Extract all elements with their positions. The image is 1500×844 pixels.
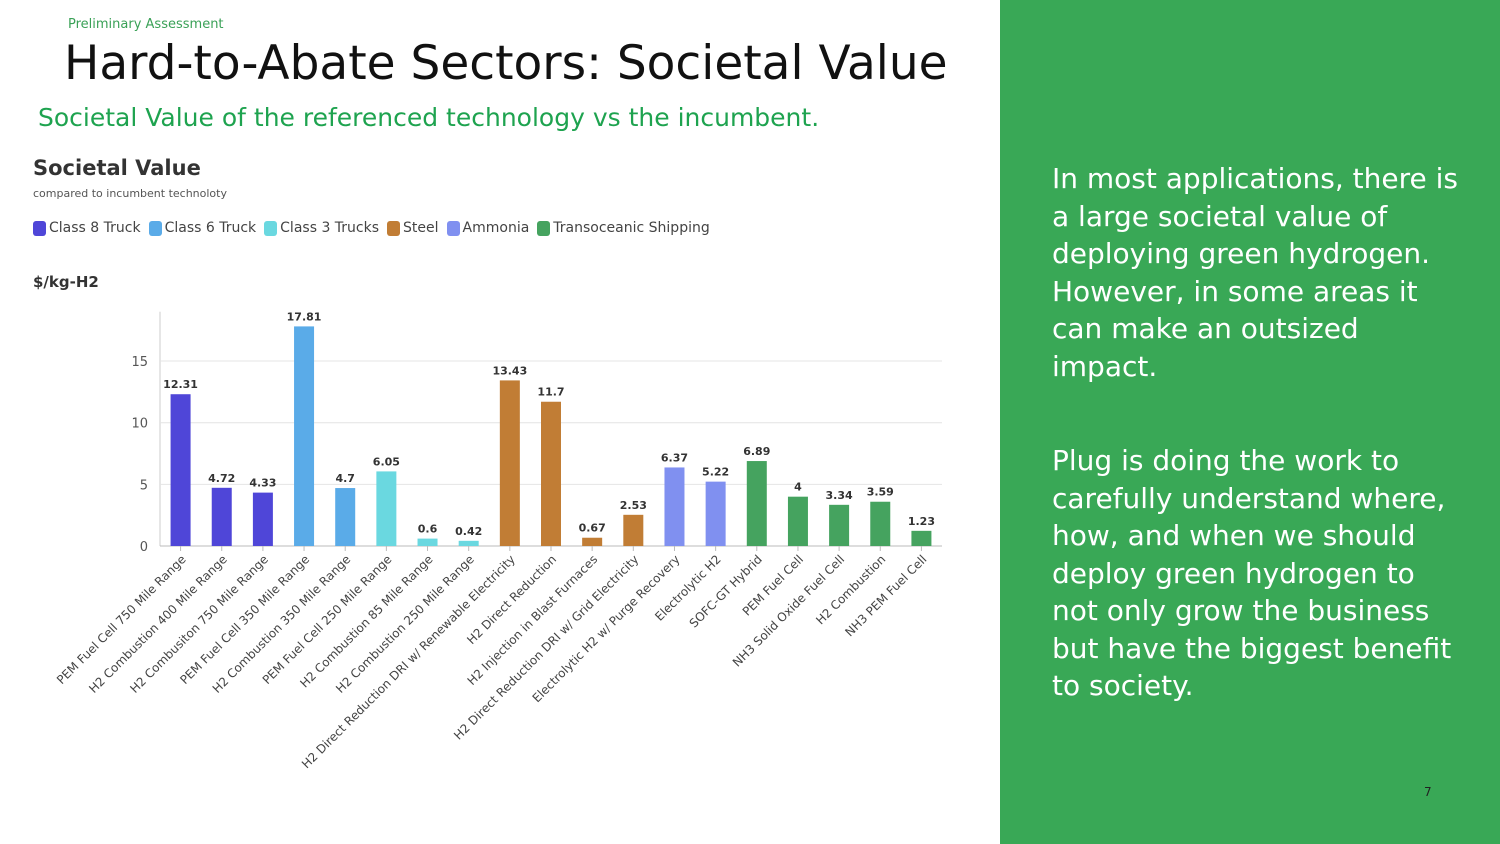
legend-item[interactable]: Class 8 Truck bbox=[33, 220, 141, 236]
bar bbox=[870, 501, 891, 546]
bar bbox=[787, 496, 808, 546]
page-number: 7 bbox=[1424, 785, 1432, 799]
bar-value-label: 6.37 bbox=[661, 451, 688, 464]
bar-value-label: 13.43 bbox=[492, 364, 527, 377]
bar bbox=[335, 488, 356, 546]
legend-item[interactable]: Transoceanic Shipping bbox=[537, 220, 710, 236]
legend-swatch bbox=[264, 220, 278, 236]
bar bbox=[211, 487, 232, 546]
legend-label: Steel bbox=[403, 220, 439, 236]
bar bbox=[499, 380, 520, 546]
slide-subtitle: Societal Value of the referenced technol… bbox=[38, 103, 820, 132]
bar bbox=[170, 394, 191, 546]
bar-value-label: 17.81 bbox=[287, 310, 322, 323]
bar bbox=[746, 461, 767, 546]
legend-label: Ammonia bbox=[462, 220, 530, 236]
legend-swatch bbox=[33, 220, 46, 236]
legend-swatch bbox=[446, 220, 460, 236]
x-category-label: NH3 PEM Fuel Cell bbox=[842, 552, 929, 639]
bar-value-label: 5.22 bbox=[702, 466, 729, 479]
bar-value-label: 0.6 bbox=[418, 523, 438, 536]
bar-value-label: 2.53 bbox=[620, 499, 647, 512]
y-tick-label: 0 bbox=[140, 540, 148, 555]
x-category-label: H2 Combustion bbox=[813, 552, 888, 627]
bar bbox=[705, 481, 726, 546]
y-tick-label: 15 bbox=[131, 355, 148, 370]
legend-swatch bbox=[537, 220, 551, 236]
commentary-paragraph-2: Plug is doing the work to carefully unde… bbox=[1052, 444, 1452, 702]
legend-item[interactable]: Ammonia bbox=[446, 220, 530, 236]
bar-value-label: 3.34 bbox=[826, 489, 853, 502]
bar bbox=[911, 530, 932, 546]
bar-value-label: 11.7 bbox=[537, 386, 564, 399]
bar-value-label: 0.67 bbox=[579, 522, 606, 535]
bar bbox=[417, 538, 438, 546]
x-category-label: Electrolytic H2 w/ Purge Recovery bbox=[530, 552, 683, 705]
legend-label: Transoceanic Shipping bbox=[553, 220, 710, 236]
legend-label: Class 6 Truck bbox=[164, 220, 257, 236]
eyebrow-label: Preliminary Assessment bbox=[68, 17, 224, 32]
bar-value-label: 4.33 bbox=[249, 477, 276, 490]
chart-legend: Class 8 Truck Class 6 Truck Class 3 Truc… bbox=[33, 220, 718, 236]
bar bbox=[458, 540, 479, 546]
legend-swatch bbox=[148, 220, 162, 236]
bar-value-label: 4.7 bbox=[335, 472, 355, 485]
chart-subtitle: compared to incumbent technoloty bbox=[33, 187, 227, 200]
legend-item[interactable]: Class 3 Trucks bbox=[264, 220, 379, 236]
bar-value-label: 0.42 bbox=[455, 525, 482, 538]
x-category-label: SOFC-GT Hybrid bbox=[687, 552, 765, 630]
chart-title: Societal Value bbox=[33, 156, 201, 180]
bar-value-label: 6.05 bbox=[373, 455, 400, 468]
bar-value-label: 3.59 bbox=[867, 486, 894, 499]
legend-item[interactable]: Steel bbox=[387, 220, 439, 236]
bar-value-label: 4.72 bbox=[208, 472, 235, 485]
bar-value-label: 12.31 bbox=[163, 378, 198, 391]
y-tick-label: 10 bbox=[131, 417, 148, 432]
commentary-panel: In most applications, there is a large s… bbox=[1000, 0, 1500, 844]
bar bbox=[829, 504, 850, 546]
legend-label: Class 3 Trucks bbox=[280, 220, 380, 236]
bar bbox=[664, 467, 685, 546]
y-axis-unit-label: $/kg-H2 bbox=[33, 273, 99, 291]
bar-value-label: 1.23 bbox=[908, 515, 935, 528]
bar bbox=[294, 326, 315, 546]
bar bbox=[376, 471, 397, 546]
legend-item[interactable]: Class 6 Truck bbox=[148, 220, 257, 236]
y-tick-label: 5 bbox=[140, 478, 148, 493]
bar bbox=[541, 401, 561, 546]
bar bbox=[623, 514, 644, 546]
bar bbox=[252, 492, 273, 546]
bar bbox=[582, 537, 603, 546]
bar-value-label: 6.89 bbox=[743, 445, 770, 458]
commentary-paragraph-1: In most applications, there is a large s… bbox=[1052, 162, 1458, 383]
legend-swatch bbox=[387, 220, 401, 236]
slide-title: Hard-to-Abate Sectors: Societal Value bbox=[64, 36, 948, 91]
legend-label: Class 8 Truck bbox=[49, 220, 141, 236]
bar-value-label: 4 bbox=[794, 481, 802, 494]
